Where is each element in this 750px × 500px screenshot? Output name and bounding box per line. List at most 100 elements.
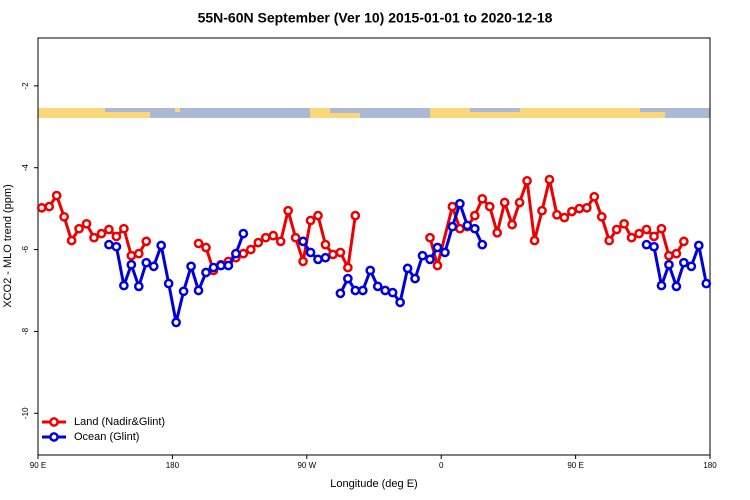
y-tick-label: -2 [21,82,30,90]
x-tick-label: 90 W [297,461,316,470]
data-point [186,261,196,272]
data-point [111,241,122,252]
data-point [447,201,458,212]
y-tick-label: -4 [21,164,30,172]
data-point [298,236,308,247]
data-point [343,262,353,273]
data-point [581,202,592,213]
data-point [432,242,443,253]
data-point [477,193,488,204]
data-point [686,261,697,272]
data-point [104,239,114,250]
data-point [559,212,570,223]
y-tick-label: -6 [21,245,30,253]
x-tick-label: 180 [166,461,180,470]
data-point [425,232,435,243]
data-point [298,256,308,267]
y-axis-label: XCO2 - MLO trend (ppm) [2,184,14,307]
data-point [141,257,152,268]
data-point [402,263,413,274]
data-point [656,280,667,291]
data-point [693,240,704,251]
data-point [507,219,517,230]
data-point [275,236,286,247]
data-point [96,228,107,239]
data-point [201,267,211,278]
data-point [305,215,316,226]
data-point [216,260,226,271]
data-point [634,228,644,239]
data-point [208,262,219,273]
data-point [417,250,428,261]
data-point [469,223,480,234]
data-point [387,287,398,298]
data-point [268,230,279,241]
data-point [335,288,346,299]
data-point [44,201,55,212]
data-point [74,223,84,234]
data-point [552,209,562,220]
data-point [440,247,450,258]
x-tick-label: 90 E [567,461,583,470]
data-point [372,281,383,292]
data-point [223,260,234,271]
land-ocean-strip [38,108,710,118]
data-point [522,175,532,186]
data-point [679,257,689,268]
data-point [238,228,249,239]
data-point [51,190,62,201]
data-point [171,317,181,328]
data-point [178,286,189,297]
data-point [455,223,465,234]
legend-marker [49,417,59,427]
data-point [410,273,420,284]
data-point [148,261,159,272]
data-point [664,250,674,261]
data-point [589,191,600,202]
data-point [432,260,443,271]
data-point [350,285,361,296]
data-point [649,241,659,252]
data-point [537,205,547,216]
data-point [193,285,204,296]
legend: Land (Nadir&Glint) Ocean (Glint) [40,412,180,452]
data-point [305,247,316,258]
data-point [245,244,256,255]
data-point [529,235,540,246]
data-point [283,205,293,216]
data-point [455,198,465,209]
data-point [596,211,607,222]
data-point [260,232,271,243]
data-point [619,218,629,229]
y-tick-label: -10 [21,407,30,419]
data-point [36,202,47,213]
data-point [81,218,92,229]
data-point [290,232,301,243]
data-point [350,210,361,221]
data-point [133,281,144,292]
data-point [163,278,174,289]
x-tick-label: 0 [439,461,444,470]
data-point [141,236,152,247]
data-point [567,206,577,217]
data-point [313,210,323,221]
data-point [313,254,323,265]
data-point [253,237,264,248]
plot-frame [37,37,711,456]
data-point [111,231,122,242]
data-point [104,224,114,235]
data-point [320,239,331,250]
data-point [156,240,167,251]
data-point [679,236,689,247]
x-axis-label: Longitude (deg E) [330,478,417,490]
data-point [492,227,503,238]
data-point [671,248,682,259]
data-point [664,259,674,270]
data-point [357,285,368,296]
x-tick-label: 180 [703,461,717,470]
data-point [335,247,346,258]
y-tick-label: -8 [21,327,30,335]
data-point [641,239,652,250]
data-point [343,273,353,284]
data-point [425,254,435,265]
